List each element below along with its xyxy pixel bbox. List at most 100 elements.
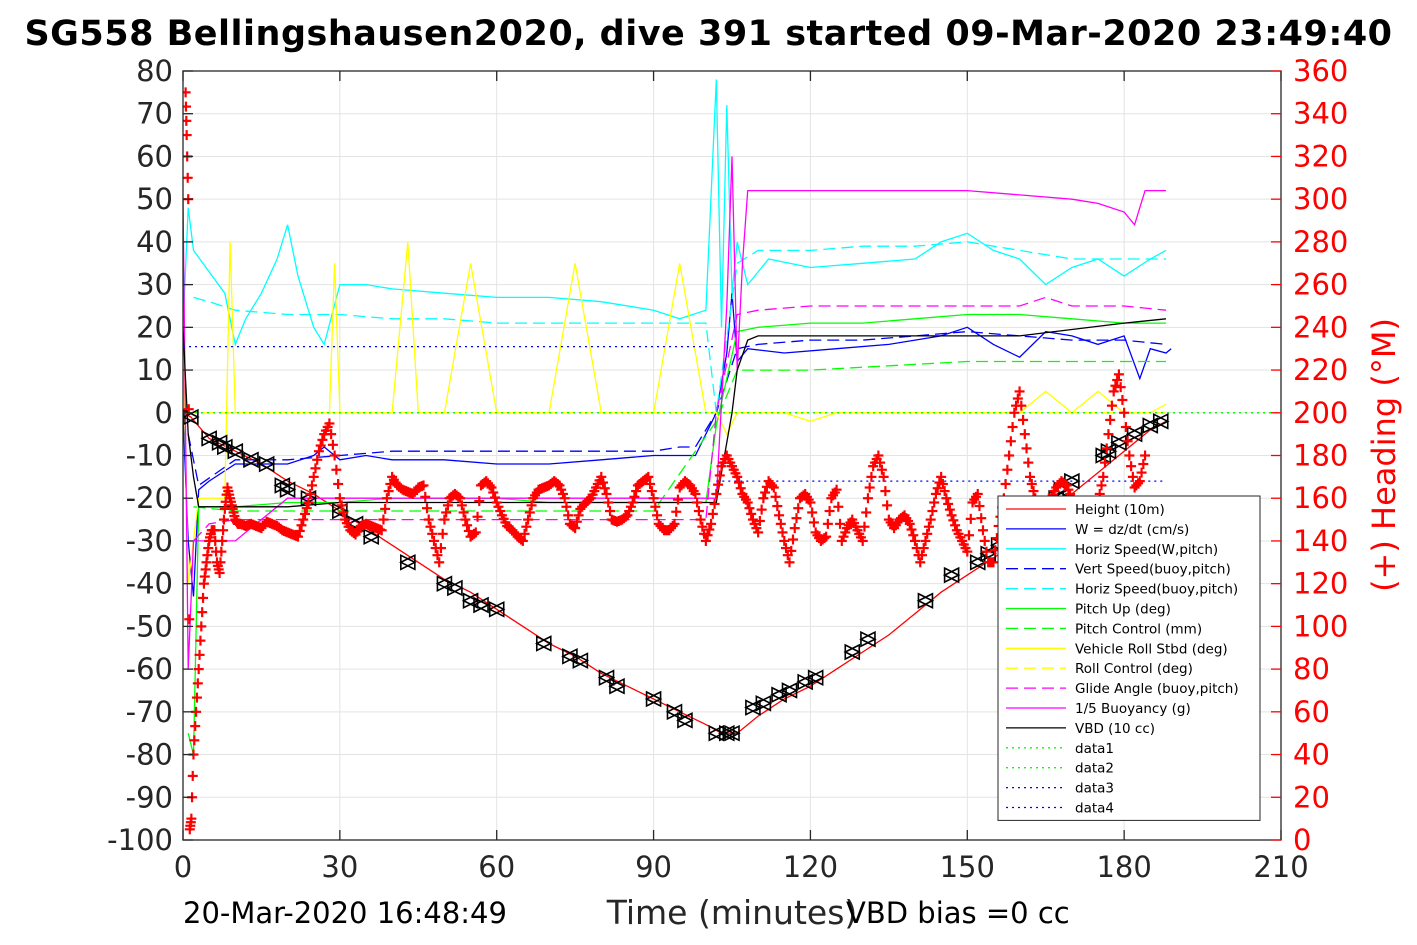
legend-label: Glide Angle (buoy,pitch) xyxy=(1075,681,1239,697)
heading-marker xyxy=(460,514,471,525)
y2-tick-label: 280 xyxy=(1293,225,1348,259)
heading-marker xyxy=(1098,471,1109,482)
heading-marker xyxy=(946,510,957,521)
height-marker-left xyxy=(435,575,453,592)
heading-marker xyxy=(298,514,309,525)
height-marker-left xyxy=(859,630,876,648)
heading-marker xyxy=(1014,386,1025,397)
height-marker-left xyxy=(487,601,505,618)
height-marker-right xyxy=(860,630,877,648)
heading-marker xyxy=(1119,407,1130,418)
height-marker-left xyxy=(968,554,986,571)
heading-marker xyxy=(862,493,873,504)
height-marker-left xyxy=(362,528,380,545)
heading-marker xyxy=(695,514,706,525)
heading-marker xyxy=(196,621,207,632)
y-tick-label: 50 xyxy=(136,182,173,216)
y2-tick-label: 180 xyxy=(1293,439,1348,473)
heading-marker xyxy=(313,446,324,457)
heading-marker xyxy=(910,535,920,546)
legend-label: Pitch Up (deg) xyxy=(1075,602,1171,618)
height-marker-right xyxy=(969,554,987,571)
height-marker-right xyxy=(943,566,961,584)
legend-label: data3 xyxy=(1075,781,1114,797)
y2-tick-label: 220 xyxy=(1293,353,1348,387)
heading-marker xyxy=(329,450,340,461)
heading-marker xyxy=(523,514,534,525)
heading-marker xyxy=(193,664,204,675)
heading-marker xyxy=(774,510,785,521)
height-marker-left xyxy=(676,712,693,729)
y-tick-label: -80 xyxy=(126,738,173,772)
x-axis-label: Time (minutes) xyxy=(606,893,858,932)
y2-tick-label: 160 xyxy=(1293,481,1348,515)
series-line-vert-speed-buoy-pitch xyxy=(187,330,1167,487)
height-marker-left xyxy=(717,724,735,742)
heading-marker xyxy=(1103,429,1114,440)
heading-marker xyxy=(1025,471,1036,482)
heading-marker xyxy=(915,557,926,568)
y2-tick-label: 20 xyxy=(1293,780,1330,814)
height-marker-left xyxy=(257,455,275,473)
heading-marker xyxy=(941,493,952,504)
y2-tick-label: 120 xyxy=(1293,567,1348,601)
y-tick-label: 40 xyxy=(136,225,173,259)
height-marker-right xyxy=(677,712,694,729)
height-marker-left xyxy=(723,724,740,742)
x-tick-label: 60 xyxy=(478,850,515,884)
heading-marker xyxy=(779,535,790,546)
height-marker-left xyxy=(1151,413,1169,430)
axis-ticks: 0 30 60 90 120 150 180 210-100-90-80-70-60-50-4… xyxy=(107,54,1348,884)
heading-marker xyxy=(1124,450,1135,461)
y2-tick-label: 0 xyxy=(1293,823,1311,857)
height-marker-left xyxy=(796,673,814,691)
heading-marker xyxy=(217,535,228,546)
heading-marker xyxy=(1108,386,1119,397)
heading-marker xyxy=(381,493,392,504)
series-line-glide-angle-buoy-pitch xyxy=(193,296,1167,542)
legend-label: data4 xyxy=(1075,801,1114,817)
y2-tick-label: 60 xyxy=(1293,695,1330,729)
height-marker-left xyxy=(183,408,199,426)
y2-tick-label: 200 xyxy=(1293,396,1348,430)
heading-marker xyxy=(308,471,319,482)
legend-label: Vehicle Roll Stbd (deg) xyxy=(1075,641,1228,657)
legend-label: Vert Speed(buoy,pitch) xyxy=(1075,562,1231,578)
heading-marker xyxy=(784,557,795,568)
height-marker-left xyxy=(461,592,479,610)
height-marker-right xyxy=(400,554,417,571)
heading-marker xyxy=(428,535,439,546)
legend-label: Pitch Control (mm) xyxy=(1075,621,1202,637)
y-tick-label: -10 xyxy=(126,439,173,473)
heading-marker xyxy=(930,488,941,499)
y-tick-label: 30 xyxy=(136,268,173,302)
height-marker-left xyxy=(806,669,824,686)
heading-marker xyxy=(878,471,889,482)
heading-marker xyxy=(1009,407,1020,418)
y2-tick-label: 260 xyxy=(1293,268,1348,302)
x-tick-label: 0 xyxy=(174,850,192,884)
height-marker-left xyxy=(1110,434,1127,451)
height-marker-left xyxy=(1141,417,1159,434)
heading-marker xyxy=(936,471,947,482)
heading-marker xyxy=(1004,450,1015,461)
series-line-horiz-speed-buoy-pitch xyxy=(193,241,1166,413)
height-marker-left xyxy=(226,442,244,460)
x-tick-label: 180 xyxy=(1096,850,1151,884)
y2-tick-label: 340 xyxy=(1293,97,1348,131)
y-tick-label: 20 xyxy=(136,310,173,344)
height-marker-left xyxy=(780,682,798,699)
heading-marker xyxy=(648,493,659,504)
y-tick-label: -90 xyxy=(126,780,173,814)
y2-tick-label: 40 xyxy=(1293,738,1330,772)
height-marker-left xyxy=(331,502,348,520)
y-tick-label: -20 xyxy=(126,481,173,515)
height-marker-left xyxy=(644,690,662,708)
heading-markers xyxy=(183,87,1151,835)
height-marker-left xyxy=(843,643,861,661)
y-tick-label: -60 xyxy=(126,652,173,686)
heading-marker xyxy=(334,493,345,504)
height-marker-right xyxy=(844,643,862,661)
legend-label: data2 xyxy=(1075,761,1114,777)
